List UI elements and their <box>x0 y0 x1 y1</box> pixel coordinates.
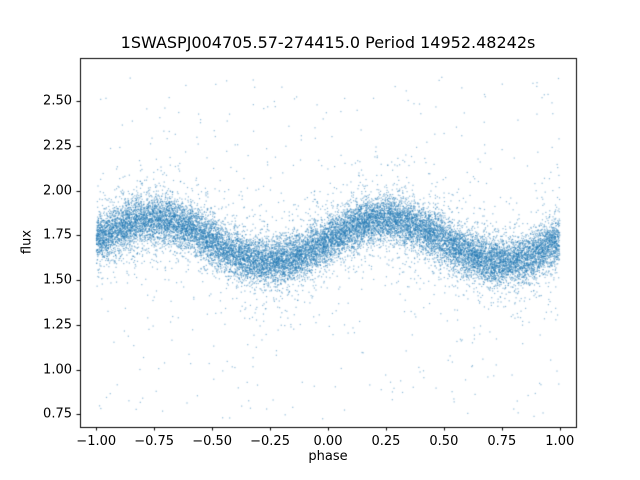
x-tick-label: −0.75 <box>134 434 175 449</box>
x-tick-label: 0.75 <box>487 434 517 449</box>
y-tick-label: 2.50 <box>43 93 72 109</box>
x-tick-label: 1.00 <box>545 434 575 449</box>
x-axis-label: phase <box>308 449 348 464</box>
x-tick-label: 0.25 <box>371 434 401 449</box>
x-tick-label: 0.00 <box>313 434 343 449</box>
y-tick-label: 1.00 <box>43 362 72 378</box>
y-tick-label: 2.00 <box>43 183 72 199</box>
y-tick-label: 1.50 <box>43 272 72 288</box>
y-tick-label: 0.75 <box>43 406 72 422</box>
y-tick-label: 1.75 <box>43 227 72 243</box>
x-tick-label: −1.00 <box>76 434 117 449</box>
y-axis-label: flux <box>19 229 35 255</box>
x-tick-label: −0.25 <box>250 434 290 449</box>
x-tick-label: −0.50 <box>192 434 233 449</box>
chart-title: 1SWASPJ004705.57-274415.0 Period 14952.4… <box>120 33 536 52</box>
y-tick-label: 2.25 <box>43 138 72 154</box>
y-tick-label: 1.25 <box>43 317 72 333</box>
x-tick-label: 0.50 <box>429 434 459 449</box>
